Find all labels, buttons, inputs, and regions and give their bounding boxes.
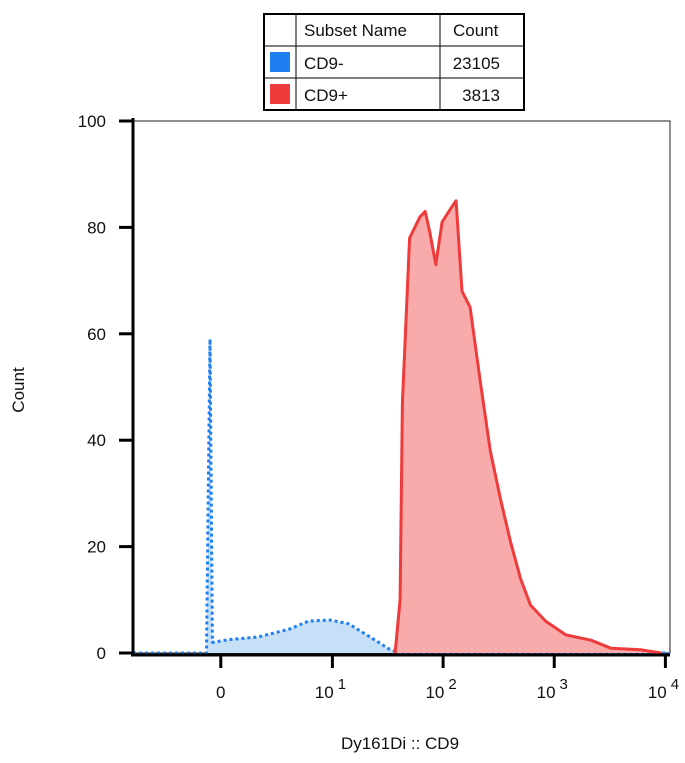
x-tick-label: 10 3 bbox=[537, 676, 568, 702]
y-tick-label: 80 bbox=[87, 218, 106, 237]
tick-exponent: 3 bbox=[560, 676, 568, 693]
y-tick-label: 20 bbox=[87, 538, 106, 557]
legend-swatch bbox=[270, 84, 290, 104]
y-tick-label: 60 bbox=[87, 325, 106, 344]
series-line bbox=[133, 337, 670, 655]
series-line bbox=[393, 199, 662, 655]
legend-name: CD9- bbox=[304, 54, 344, 73]
legend: Subset Name Count CD9- 23105 CD9+ 3813 bbox=[263, 13, 525, 111]
y-tick-label: 40 bbox=[87, 431, 106, 450]
legend-box bbox=[263, 13, 525, 111]
x-axis-title: Dy161Di :: CD9 bbox=[341, 734, 459, 753]
y-axis-title: Count bbox=[9, 367, 28, 413]
area-fill bbox=[395, 200, 662, 654]
tick-base: 10 bbox=[537, 683, 556, 702]
legend-header: Count bbox=[453, 21, 499, 40]
tick-exponent: 1 bbox=[338, 676, 346, 693]
tick-base: 10 bbox=[315, 683, 334, 702]
y-tick-label: 100 bbox=[78, 112, 106, 131]
y-tick-label: 0 bbox=[97, 644, 106, 663]
x-tick-label: 10 2 bbox=[425, 676, 456, 702]
x-tick-label: 10 1 bbox=[315, 676, 346, 702]
legend-name: CD9+ bbox=[304, 86, 348, 105]
plot-area bbox=[133, 199, 670, 655]
legend-swatch bbox=[270, 52, 290, 72]
legend-count: 3813 bbox=[462, 86, 500, 105]
tick-exponent: 2 bbox=[448, 676, 456, 693]
legend-count: 23105 bbox=[453, 54, 500, 73]
legend-header: Subset Name bbox=[304, 21, 407, 40]
tick-base: 10 bbox=[648, 683, 667, 702]
tick-base: 10 bbox=[425, 683, 444, 702]
x-tick-label: 10 4 bbox=[648, 676, 679, 702]
tick-exponent: 4 bbox=[671, 676, 679, 693]
x-tick-label: 0 bbox=[216, 683, 225, 702]
